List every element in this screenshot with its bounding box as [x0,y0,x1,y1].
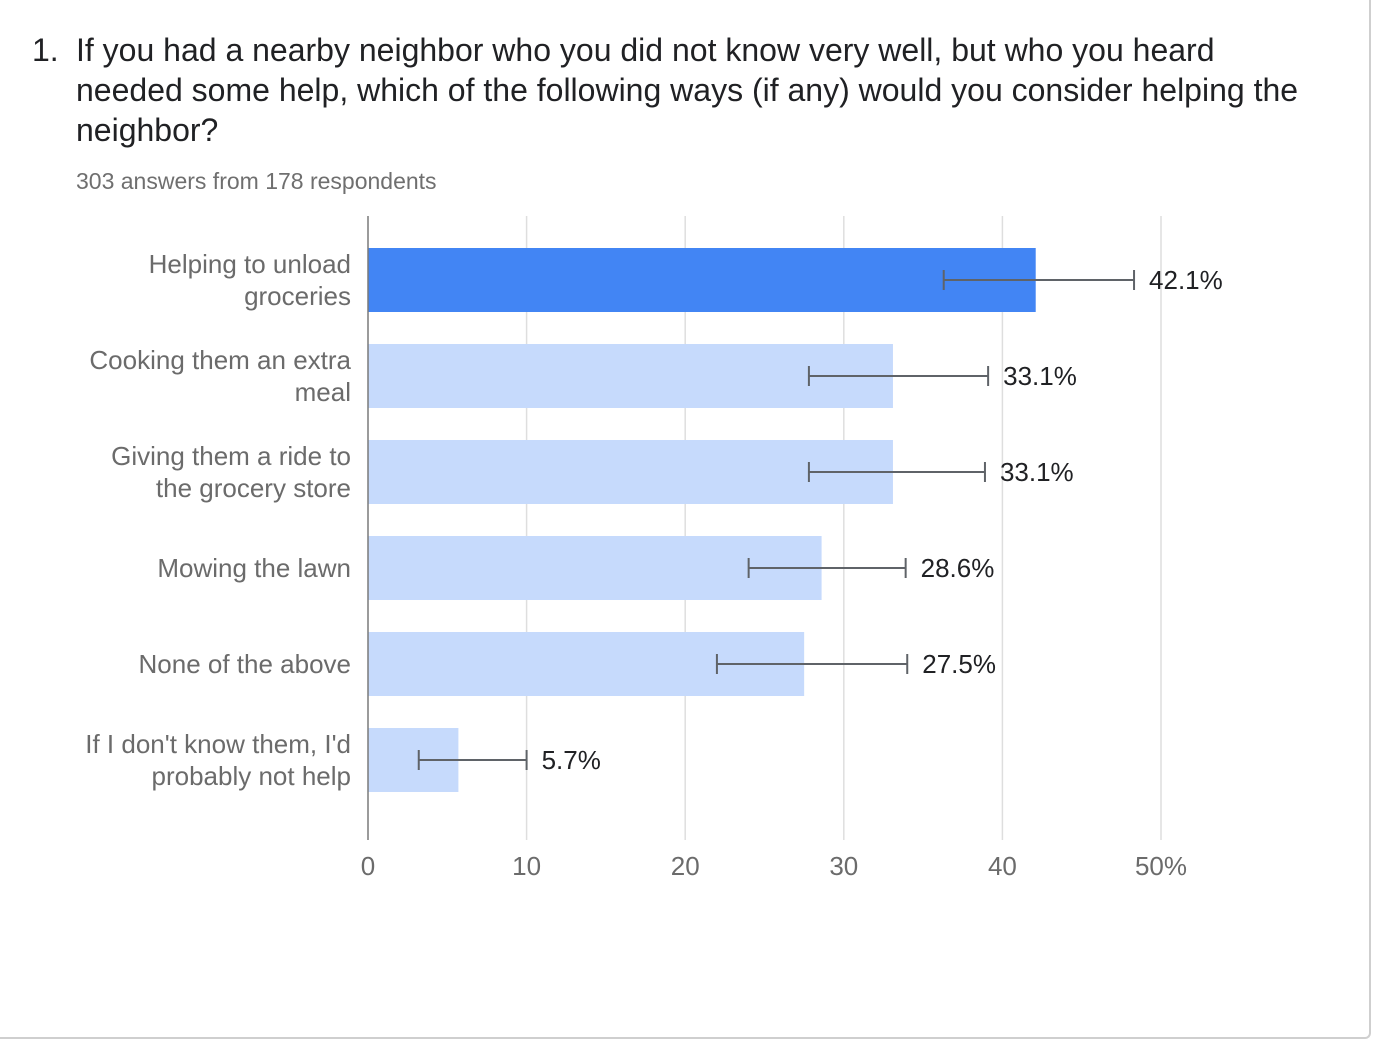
data-label: 33.1% [1000,457,1074,487]
category-label: None of the above [139,649,352,679]
labels: 0 10 20 30 40 50% 42.1% Helping to unloadgrocer… [85,249,1223,881]
x-tick-label: 20 [671,851,700,881]
category-label: If I don't know them, I'd [85,729,351,759]
error-bar [417,750,528,770]
x-tick-label: 50% [1135,851,1187,881]
question-title: 1. If you had a nearby neighbor who you … [32,30,1322,150]
data-label: 28.6% [921,553,995,583]
question-number: 1. [32,32,59,68]
bar [368,344,893,408]
bar [368,440,893,504]
category-label: groceries [244,281,351,311]
x-tick-label: 10 [512,851,541,881]
bars [368,248,1136,792]
x-tick-label: 0 [361,851,375,881]
x-tick-label: 30 [829,851,858,881]
error-bar [942,270,1136,290]
x-tick-label: 40 [988,851,1017,881]
category-label: Mowing the lawn [157,553,351,583]
bar [368,536,822,600]
category-label: Helping to unload [149,249,351,279]
data-label: 5.7% [542,745,601,775]
data-label: 42.1% [1149,265,1223,295]
category-label: meal [295,377,351,407]
category-label: the grocery store [156,473,351,503]
data-label: 27.5% [922,649,996,679]
bar [368,248,1036,312]
data-label: 33.1% [1003,361,1077,391]
error-bar [807,366,990,386]
error-bar [747,558,907,578]
category-label: probably not help [152,761,351,791]
error-bar [807,462,986,482]
answers-summary: 303 answers from 178 respondents [76,168,437,194]
gridlines [525,216,1162,840]
category-label: Cooking them an extra [89,345,351,375]
error-bar [715,654,909,674]
question-text: If you had a nearby neighbor who you did… [76,32,1299,148]
category-label: Giving them a ride to [111,441,351,471]
